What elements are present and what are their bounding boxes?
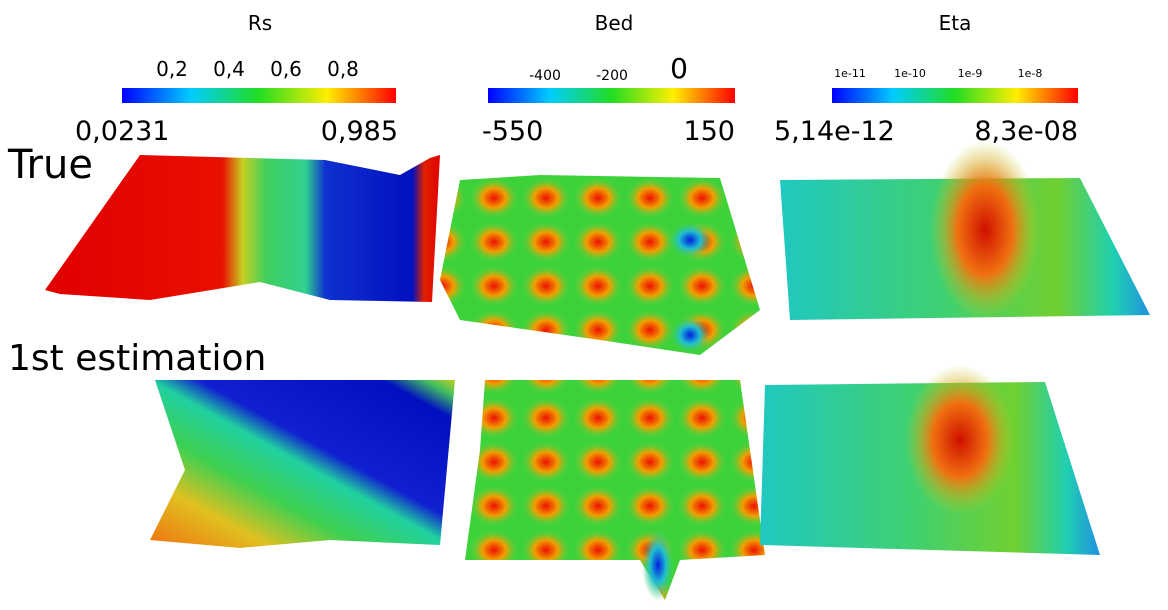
tick-label: 1e-9 — [958, 67, 983, 80]
bed-dip — [642, 529, 674, 601]
bed-dip — [668, 222, 712, 258]
surface-bed-estimation — [465, 380, 765, 600]
min-label: 0,0231 — [75, 116, 169, 147]
surface-rs-estimation — [150, 380, 455, 548]
max-label: 150 — [683, 116, 735, 147]
min-label: 5,14e-12 — [774, 116, 895, 147]
tick-label: -200 — [596, 68, 628, 84]
tick-label: 0,4 — [213, 57, 245, 81]
tick-label: 0,8 — [327, 57, 359, 81]
colorbar-rs: Rs 0,2 0,4 0,6 0,8 0,0231 0,985 — [75, 11, 398, 147]
tick-label: 0 — [670, 52, 688, 85]
colorbar — [122, 88, 396, 103]
tick-label: 0,6 — [270, 57, 302, 81]
colorbar-eta: Eta 1e-11 1e-10 1e-9 1e-8 5,14e-12 8,3e-… — [774, 11, 1078, 147]
tick-label: 1e-11 — [834, 67, 866, 80]
surface-rs-true — [45, 155, 440, 302]
tick-label: 1e-8 — [1018, 67, 1043, 80]
row-label: 1st estimation — [8, 338, 266, 379]
colorbar-bed: Bed -400 -200 0 -550 150 — [482, 11, 735, 147]
colorbar-title: Rs — [248, 11, 272, 35]
colorbar — [488, 88, 735, 103]
colorbar-title: Eta — [939, 11, 972, 35]
eta-ridge — [905, 365, 1015, 515]
bed-dip — [670, 317, 710, 353]
eta-ridge — [930, 140, 1040, 320]
row-label: True — [7, 142, 93, 188]
surface-bed-true — [440, 175, 760, 355]
tick-label: 1e-10 — [894, 67, 926, 80]
colorbar — [832, 88, 1078, 103]
min-label: -550 — [482, 116, 543, 147]
tick-label: 0,2 — [156, 57, 188, 81]
max-label: 0,985 — [321, 116, 398, 147]
tick-label: -400 — [529, 68, 561, 84]
colorbar-title: Bed — [595, 11, 634, 35]
